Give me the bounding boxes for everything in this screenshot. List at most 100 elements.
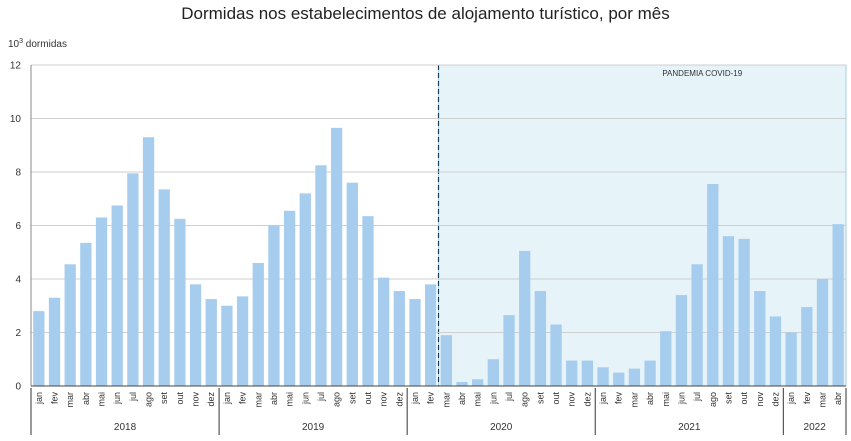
x-tick-label: fev: [50, 392, 60, 405]
x-tick-label: out: [739, 392, 749, 405]
y-tick-label: 0: [15, 382, 21, 393]
y-tick-label: 6: [15, 221, 21, 232]
y-tick-label: 4: [15, 275, 21, 286]
bar: [816, 279, 829, 386]
bar: [315, 165, 327, 386]
x-tick-label: ago: [332, 392, 342, 407]
y-axis-unit-label: 103 dormidas: [8, 38, 67, 50]
x-tick-label: set: [347, 392, 357, 405]
bar: [613, 372, 625, 386]
bar: [189, 284, 202, 386]
x-tick-label: ago: [520, 392, 530, 407]
bar: [378, 277, 390, 386]
x-tick-label: fev: [614, 392, 624, 405]
x-tick-label: jul: [316, 392, 326, 402]
bar: [346, 182, 358, 386]
bar: [33, 311, 45, 386]
bar: [534, 291, 547, 386]
x-tick-label: nov: [379, 392, 389, 407]
bar: [299, 193, 311, 386]
x-tick-label: jul: [692, 392, 702, 402]
bars: [33, 127, 844, 387]
year-label: 2018: [114, 422, 137, 433]
x-tick-label: set: [723, 392, 733, 405]
x-tick-label: nov: [755, 392, 765, 407]
x-tick-label: out: [363, 392, 373, 405]
bar: [832, 224, 844, 386]
x-tick-label: jan: [598, 392, 608, 405]
x-tick-label: dez: [770, 392, 780, 407]
x-tick-label: mai: [473, 392, 483, 407]
bar: [221, 305, 233, 386]
bar: [472, 379, 484, 386]
x-tick-label: dez: [206, 392, 216, 407]
bar: [801, 307, 813, 386]
x-tick-label: fev: [802, 392, 812, 405]
x-tick-label: dez: [582, 392, 592, 407]
x-tick-label: fev: [426, 392, 436, 405]
bar: [456, 381, 468, 386]
x-tick-label: mai: [661, 392, 671, 407]
bar: [64, 264, 76, 386]
x-tick-label: abr: [645, 392, 655, 405]
bar: [550, 324, 562, 386]
bar: [283, 210, 296, 386]
x-tick-label: mar: [629, 392, 639, 408]
bar: [142, 137, 155, 386]
bar: [722, 236, 735, 386]
x-tick-label: fev: [238, 392, 248, 405]
bar: [80, 242, 92, 386]
x-tick-label: nov: [191, 392, 201, 407]
x-tick-label: mar: [441, 392, 451, 408]
bar: [738, 238, 750, 386]
bar: [566, 360, 578, 386]
x-tick-label: mar: [253, 392, 263, 408]
x-tick-label: abr: [833, 392, 843, 405]
x-tick-label: jul: [504, 392, 514, 402]
x-tick-label: dez: [394, 392, 404, 407]
year-label: 2022: [804, 422, 827, 433]
bar: [754, 291, 766, 386]
x-tick-label: abr: [457, 392, 467, 405]
x-tick-label: out: [551, 392, 561, 405]
bar: [127, 173, 139, 386]
axes: [30, 65, 847, 435]
year-label: 2020: [490, 422, 513, 433]
x-tick-label: out: [175, 392, 185, 405]
x-tick-label: mai: [285, 392, 295, 407]
x-tick-label: nov: [567, 392, 577, 407]
x-tick-label: set: [159, 392, 169, 405]
bar: [111, 205, 123, 386]
bar: [268, 225, 280, 386]
bar: [48, 297, 61, 386]
bar: [660, 331, 672, 386]
y-tick-label: 12: [10, 61, 22, 72]
bar: [581, 360, 594, 386]
x-tick-label: jun: [488, 392, 498, 405]
x-tick-label: ago: [708, 392, 718, 407]
x-tick-label: jun: [676, 392, 686, 405]
bar: [628, 368, 641, 386]
x-tick-label: mai: [97, 392, 107, 407]
bar: [158, 189, 170, 386]
pandemic-annotation: PANDEMIA COVID-19: [662, 69, 742, 78]
bar: [785, 332, 797, 386]
bar: [362, 216, 374, 386]
x-tick-label: jan: [34, 392, 44, 405]
x-tick-label: jan: [410, 392, 420, 405]
bar: [236, 296, 249, 386]
bar: [597, 367, 609, 386]
bar: [675, 295, 688, 386]
bar: [519, 250, 531, 386]
year-label: 2021: [678, 422, 701, 433]
x-tick-label: ago: [144, 392, 154, 407]
bar: [487, 359, 499, 386]
x-tick-label: jul: [128, 392, 138, 402]
bar: [644, 360, 656, 386]
y-tick-label: 2: [15, 328, 21, 339]
x-tick-label: mar: [65, 392, 75, 408]
bar: [409, 299, 421, 386]
chart-title: Dormidas nos estabelecimentos de alojame…: [181, 4, 670, 23]
